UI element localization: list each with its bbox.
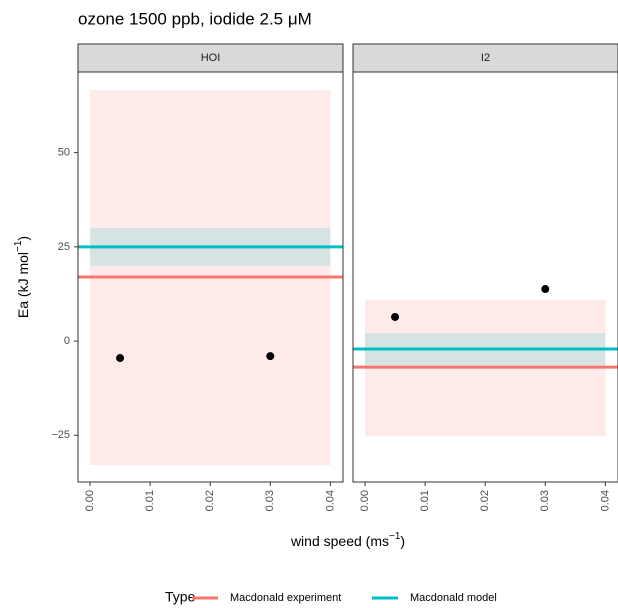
x-tick-label: 0.02 (479, 490, 491, 511)
legend-label: Macdonald model (410, 592, 497, 604)
y-tick-label: 50 (58, 147, 70, 159)
x-tick-label: 0.00 (359, 490, 371, 511)
panel (353, 285, 618, 437)
x-axis-title-part: −1 (389, 531, 401, 542)
legend-label: Macdonald experiment (230, 592, 341, 604)
x-tick-label: 0.03 (264, 490, 276, 511)
y-tick-label: 25 (58, 241, 70, 253)
x-axis-title-part: wind speed (ms (290, 533, 389, 549)
strip (352, 43, 618, 73)
x-axis-title-part: ) (400, 533, 405, 549)
y-axis-title-part: ) (15, 236, 31, 241)
y-tick-label: 0 (64, 335, 70, 347)
y-axis-title-part: Ea (kJ mol (15, 252, 31, 318)
x-axis-title: wind speed (ms−1) (290, 531, 405, 549)
x-tick-label: 0.04 (324, 490, 336, 511)
x-tick-label: 0.04 (599, 490, 611, 511)
strip-label: HOI (201, 52, 221, 64)
point (266, 352, 275, 361)
x-tick-label: 0.03 (539, 490, 551, 511)
x-tick-label: 0.02 (204, 490, 216, 511)
x-tick-label: 0.00 (84, 490, 96, 511)
point (541, 285, 550, 294)
point (116, 354, 125, 363)
y-axis-title: Ea (kJ mol−1) (13, 236, 31, 318)
strip-label: I2 (481, 52, 490, 64)
legend-title: Type (165, 589, 196, 605)
x-tick-label: 0.01 (144, 490, 156, 511)
x-tick-label: 0.01 (419, 490, 431, 511)
y-tick-label: −25 (51, 429, 70, 441)
strip (77, 43, 344, 73)
y-axis-title-part: −1 (13, 240, 24, 252)
panel (78, 90, 343, 466)
chart-title: ozone 1500 ppb, iodide 2.5 μM (78, 9, 312, 28)
point (391, 312, 400, 321)
